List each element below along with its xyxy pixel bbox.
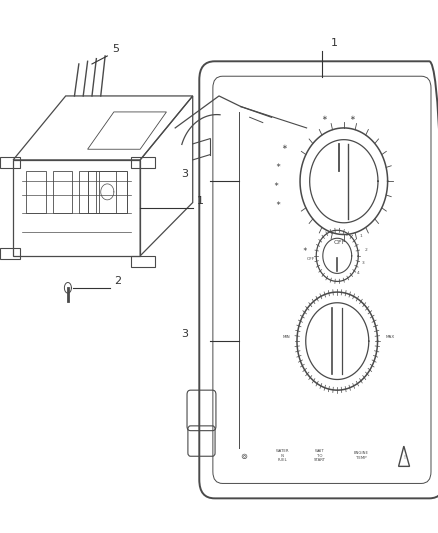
Text: OFF: OFF: [333, 240, 346, 245]
Text: $\ast$: $\ast$: [281, 142, 288, 151]
Text: ENGINE
TEMP: ENGINE TEMP: [354, 451, 369, 460]
Text: 3: 3: [362, 261, 365, 265]
Text: 3: 3: [181, 169, 188, 179]
Text: $\ast$: $\ast$: [349, 113, 356, 122]
Text: MIN: MIN: [282, 335, 290, 340]
Text: 3: 3: [181, 329, 188, 339]
Text: !: !: [403, 455, 405, 461]
Text: 1: 1: [360, 234, 363, 238]
Text: WAIT
TO
START: WAIT TO START: [314, 449, 326, 462]
Text: $\circledcirc$: $\circledcirc$: [240, 451, 248, 461]
Text: $\ast$: $\ast$: [275, 198, 281, 207]
Text: 1: 1: [197, 196, 204, 206]
Text: 5: 5: [112, 44, 119, 54]
Text: $\ast$: $\ast$: [321, 113, 328, 122]
Text: 1: 1: [331, 38, 338, 48]
Text: $\ast$: $\ast$: [275, 161, 281, 169]
Text: MAX: MAX: [385, 335, 395, 340]
Text: 4: 4: [357, 271, 360, 276]
Text: WATER
IN
FUEL: WATER IN FUEL: [276, 449, 289, 462]
Text: OFF: OFF: [307, 257, 315, 261]
Text: $\ast$: $\ast$: [302, 245, 308, 253]
Text: 2: 2: [114, 276, 121, 286]
Text: 2: 2: [364, 247, 367, 252]
Text: $\ast$: $\ast$: [273, 180, 279, 188]
